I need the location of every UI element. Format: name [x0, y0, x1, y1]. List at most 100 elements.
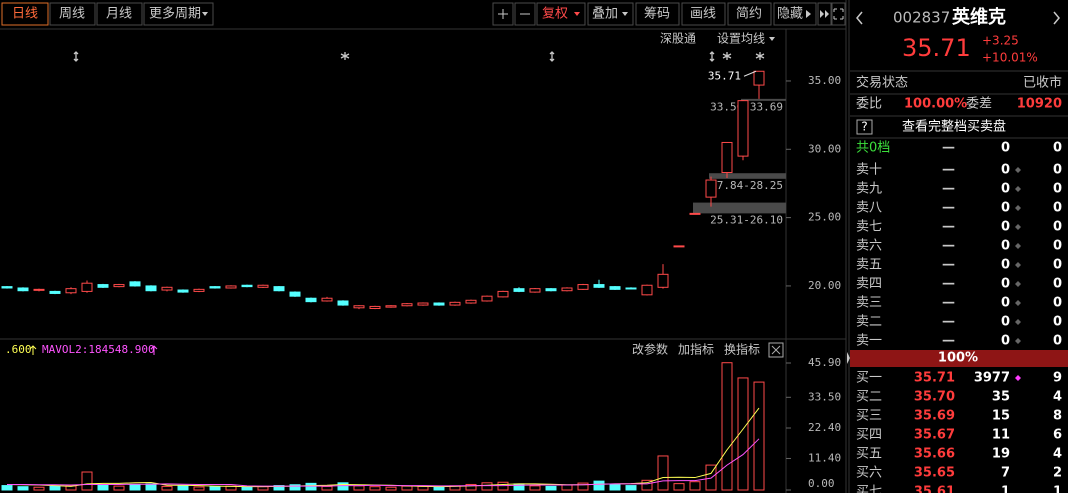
book-price: 35.71: [914, 371, 955, 386]
candle-body: [49, 290, 61, 294]
prev-icon[interactable]: [856, 11, 863, 25]
book-level: 卖二: [856, 315, 882, 330]
book-volume: 3977: [974, 371, 1010, 386]
dropdown-arrow: [202, 12, 208, 16]
volume-bar: [737, 377, 749, 491]
volume-bar: [33, 486, 45, 491]
volume-bar: [305, 482, 317, 491]
book-count: 6: [1053, 428, 1062, 443]
tool-label[interactable]: 复权: [542, 6, 568, 22]
chart-link[interactable]: 深股通: [660, 32, 696, 46]
volume-bar: [129, 483, 141, 491]
tool-button[interactable]: [635, 2, 680, 26]
book-level: 卖七: [856, 220, 882, 235]
indicator-link[interactable]: 改参数: [632, 342, 668, 357]
candle-body: [161, 286, 173, 291]
volume-bar: [753, 381, 765, 491]
volume-bar: [97, 484, 109, 491]
volume-bar: [481, 482, 493, 491]
period-button[interactable]: [1, 2, 49, 26]
period-label[interactable]: 月线: [106, 7, 132, 22]
next-icon[interactable]: [1053, 11, 1060, 25]
close-icon: [771, 345, 781, 355]
volume-bar: [321, 485, 333, 491]
volume-bar: [17, 486, 29, 491]
panel-toggle[interactable]: [847, 352, 850, 364]
tool-button[interactable]: [681, 2, 726, 26]
book-count: 4: [1053, 447, 1062, 462]
stock-code: 002837: [893, 9, 950, 27]
indicator-link[interactable]: 换指标: [724, 342, 760, 357]
book-marker: [1015, 338, 1021, 344]
tool-button[interactable]: [536, 2, 586, 26]
volume-bar: [625, 485, 637, 491]
book-count: 0: [1053, 239, 1062, 254]
expand-icon: [820, 10, 829, 18]
candle-body: [497, 290, 509, 298]
tool-label[interactable]: 简约: [736, 6, 762, 22]
book-count: 0: [1053, 277, 1062, 292]
period-label[interactable]: 周线: [59, 7, 85, 22]
tool-label[interactable]: 筹码: [644, 6, 670, 22]
tool-button[interactable]: [773, 2, 817, 26]
book-level: 买五: [856, 447, 882, 462]
period-button[interactable]: [143, 2, 214, 26]
expand-button[interactable]: [817, 2, 832, 26]
price-change-pct: +10.01%: [982, 51, 1038, 65]
book-price: 35.70: [914, 390, 955, 405]
candle-body: [401, 303, 413, 307]
candle-body: [337, 300, 349, 306]
candle-body: [17, 287, 29, 292]
tool-label[interactable]: 画线: [690, 7, 716, 22]
book-marker: [1015, 224, 1021, 230]
book-price: —: [942, 182, 955, 197]
full-book-link[interactable]: 查看完整档买卖盘: [902, 119, 1006, 135]
volume-bar: [609, 483, 621, 491]
candle-body: [81, 282, 93, 292]
book-count: 2: [1053, 466, 1062, 481]
book-price: —: [942, 141, 955, 156]
book-price: —: [942, 334, 955, 349]
y-tick-label: 45.90: [808, 356, 841, 369]
high-pointer: [743, 70, 757, 77]
candle-body: [209, 286, 221, 289]
chart-link[interactable]: 设置均线: [717, 32, 765, 46]
book-volume: 0: [1001, 315, 1010, 330]
y-tick-label: 0.00: [808, 477, 835, 490]
indicator-link[interactable]: 加指标: [678, 342, 714, 357]
help-box[interactable]: [856, 119, 873, 135]
tool-label[interactable]: 叠加: [592, 7, 618, 22]
candle-body: [529, 288, 541, 293]
book-volume: 0: [1001, 296, 1010, 311]
candle-body: [129, 281, 141, 287]
book-price: —: [942, 258, 955, 273]
volume-bar: [241, 486, 253, 491]
quote-panel: 002837 英维克 35.71 +3.25 +10.01% 交易状态 已收市 …: [847, 6, 1068, 367]
period-button[interactable]: [96, 2, 143, 26]
volume-bar: [657, 455, 669, 491]
toolbar: 日线 周线 月线 更多周期 复权 叠加 筹码 画线 简约 隐藏: [1, 2, 846, 26]
candle-body: [65, 288, 77, 294]
book-count: 0: [1053, 258, 1062, 273]
diff: 10920: [1017, 97, 1062, 112]
book-volume: 0: [1001, 220, 1010, 235]
tool-button[interactable]: [587, 2, 634, 26]
period-label[interactable]: 更多周期: [149, 6, 201, 22]
book-count: 1: [1053, 485, 1062, 493]
close-button[interactable]: [768, 342, 784, 358]
ratio-label: 委比: [856, 97, 882, 112]
volume-bar: [673, 483, 685, 491]
period-label[interactable]: 日线: [12, 7, 38, 22]
volume-bar: [273, 485, 285, 491]
book-price: —: [942, 277, 955, 292]
book-price: 35.66: [914, 447, 955, 462]
period-button[interactable]: [49, 2, 96, 26]
volume-bar: [81, 471, 93, 491]
fullscreen-button[interactable]: [831, 2, 846, 26]
tool-button[interactable]: [727, 2, 772, 26]
candle-body: [305, 297, 317, 303]
volume-bar: [193, 486, 205, 491]
tool-label[interactable]: 隐藏: [777, 7, 803, 22]
help-icon[interactable]: ?: [861, 120, 867, 134]
